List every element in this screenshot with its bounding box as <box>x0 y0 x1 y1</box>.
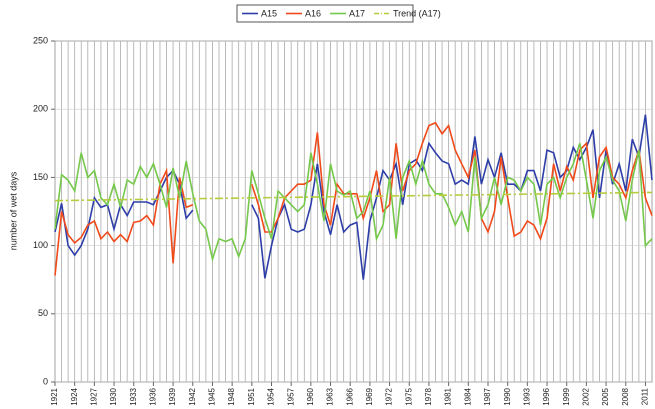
x-tick-label: 1921 <box>50 387 59 405</box>
x-tick-label: 1942 <box>188 387 197 405</box>
x-tick-label: 1951 <box>247 387 256 405</box>
x-tick-label: 1993 <box>522 387 531 405</box>
x-tick-label: 1957 <box>286 387 295 405</box>
series-line <box>54 143 653 263</box>
legend-box <box>236 4 414 23</box>
y-tick-label: 100 <box>33 240 48 250</box>
x-tick-label: 1999 <box>562 387 571 405</box>
y-tick-label: 150 <box>33 172 48 182</box>
x-tick-label: 1984 <box>463 387 472 405</box>
x-tick-label: 1939 <box>168 387 177 405</box>
y-tick-label: 50 <box>38 308 48 318</box>
x-tick-label: 1966 <box>345 387 354 405</box>
x-tick-label: 2005 <box>601 387 610 405</box>
x-tick-label: 1987 <box>483 387 492 405</box>
y-tick-label: 250 <box>33 35 48 45</box>
x-tick-label: 1990 <box>503 387 512 405</box>
x-tick-label: 2002 <box>582 387 591 405</box>
x-tick-label: 1975 <box>404 387 413 405</box>
x-tick-label: 1927 <box>89 387 98 405</box>
legend-label: A16 <box>305 8 321 18</box>
x-tick-label: 1981 <box>444 387 453 405</box>
x-tick-label: 2008 <box>621 387 630 405</box>
series-line <box>54 191 653 202</box>
y-tick-label: 0 <box>43 376 48 386</box>
x-tick-label: 1936 <box>149 387 158 405</box>
x-tick-label: 2011 <box>641 387 650 405</box>
series-line <box>54 114 653 280</box>
x-tick-label: 1924 <box>70 387 79 405</box>
x-tick-label: 1948 <box>227 387 236 405</box>
x-tick-label: 1978 <box>424 387 433 405</box>
legend-label: Trend (A17) <box>393 8 441 18</box>
x-tick-label: 1969 <box>365 387 374 405</box>
x-tick-label: 1945 <box>208 387 217 405</box>
series-line <box>54 121 653 276</box>
y-axis-label: number of wet days <box>8 171 18 250</box>
y-tick-label: 200 <box>33 104 48 114</box>
plot-area <box>54 40 653 383</box>
x-tick-label: 1996 <box>542 387 551 405</box>
x-tick-label: 1930 <box>109 387 118 405</box>
legend-label: A17 <box>349 8 365 18</box>
legend-label: A15 <box>261 8 277 18</box>
x-tick-label: 1933 <box>129 387 138 405</box>
x-tick-label: 1972 <box>385 387 394 405</box>
x-tick-label: 1963 <box>326 387 335 405</box>
x-tick-label: 1960 <box>306 387 315 405</box>
x-tick-label: 1954 <box>267 387 276 405</box>
